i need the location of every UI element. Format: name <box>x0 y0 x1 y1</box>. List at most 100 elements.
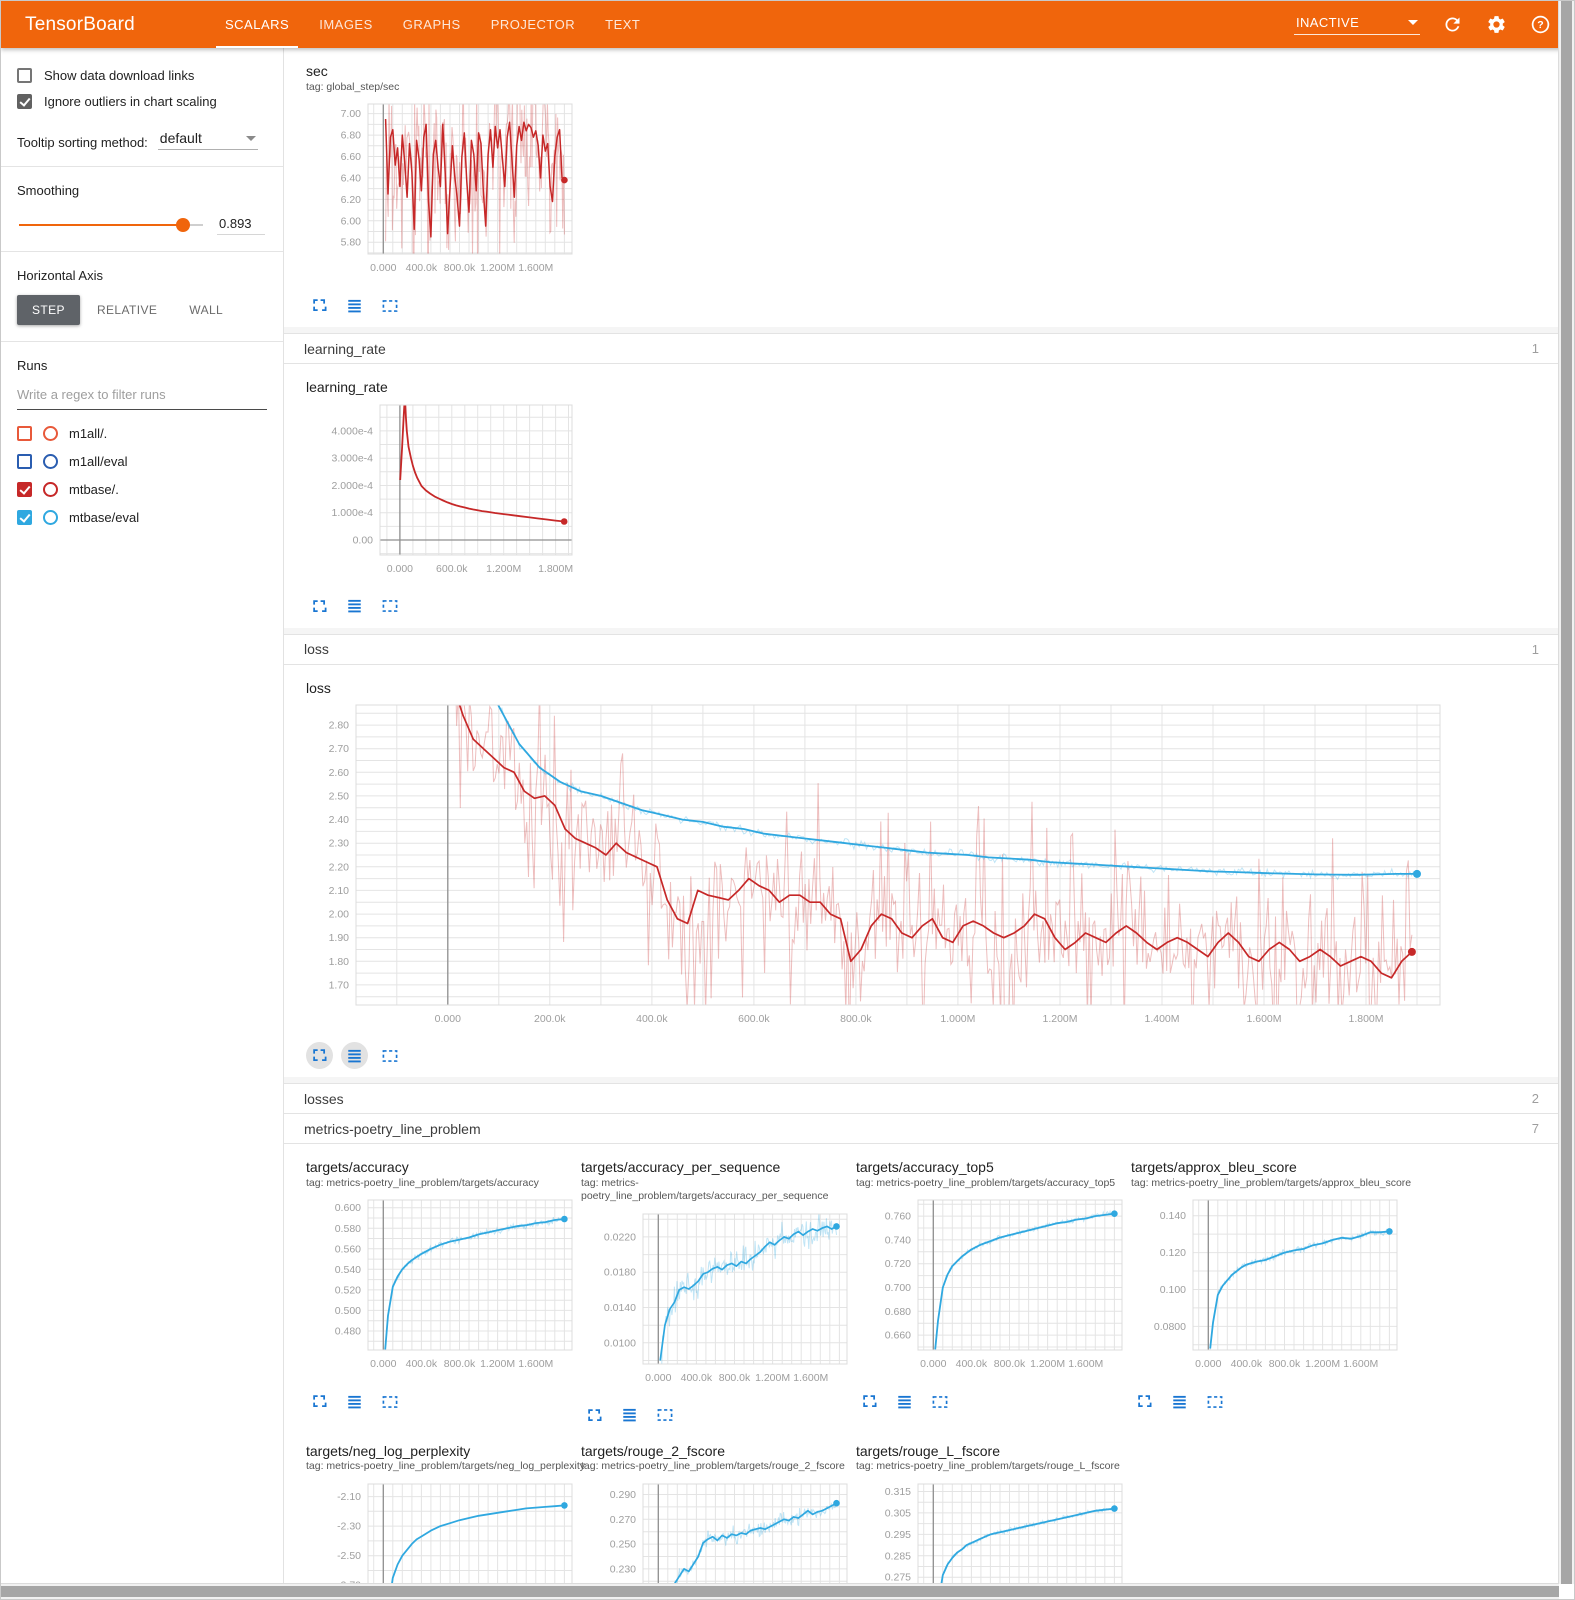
svg-text:0.0140: 0.0140 <box>604 1302 636 1314</box>
tab-images[interactable]: IMAGES <box>319 17 373 32</box>
expand-chart-button[interactable] <box>306 593 333 620</box>
check-icon <box>18 510 31 523</box>
fit-domain-button[interactable] <box>376 1388 403 1415</box>
svg-text:0.720: 0.720 <box>885 1258 911 1270</box>
fit-domain-button[interactable] <box>651 1402 678 1429</box>
gear-icon[interactable] <box>1484 13 1508 37</box>
svg-text:2.30: 2.30 <box>329 838 350 850</box>
chart-plot[interactable]: -2.90-2.70-2.50-2.30-2.100.000400.0k800.… <box>306 1476 578 1584</box>
chart-tag: tag: metrics-poetry_line_problem/targets… <box>1131 1176 1412 1189</box>
svg-text:0.000: 0.000 <box>370 1358 396 1370</box>
vertical-scrollbar[interactable] <box>1558 1 1574 1584</box>
fit-domain-button[interactable] <box>926 1388 953 1415</box>
show-download-links-checkbox[interactable] <box>17 68 32 83</box>
smoothing-slider[interactable] <box>19 217 203 232</box>
tooltip-sorting-label: Tooltip sorting method: <box>17 135 148 150</box>
toggle-y-axis-button[interactable] <box>1166 1388 1193 1415</box>
run-isolator-toggle[interactable] <box>43 454 58 469</box>
tooltip-sorting-dropdown[interactable]: default <box>157 129 258 150</box>
tab-graphs[interactable]: GRAPHS <box>402 17 461 32</box>
category-label: metrics-poetry_line_problem <box>304 1120 481 1137</box>
fit-domain-button[interactable] <box>376 1042 403 1069</box>
toggle-y-axis-button[interactable] <box>341 1042 368 1070</box>
svg-text:0.760: 0.760 <box>885 1211 911 1223</box>
svg-text:2.40: 2.40 <box>329 814 350 826</box>
svg-text:0.0180: 0.0180 <box>604 1267 636 1279</box>
expand-chart-button[interactable] <box>1131 1388 1158 1415</box>
chart-plot[interactable]: 0.1900.2100.2300.2500.2700.2900.000400.0… <box>581 1476 853 1584</box>
svg-text:0.305: 0.305 <box>885 1507 911 1519</box>
toggle-y-axis-button[interactable] <box>341 1388 368 1415</box>
toggle-y-axis-button[interactable] <box>891 1388 918 1415</box>
svg-text:400.0k: 400.0k <box>1231 1358 1263 1370</box>
horizontal-scrollbar-thumb[interactable] <box>1 1586 1559 1597</box>
category-content: sec tag: global_step/sec 5.80 6.00 6.20 6.4… <box>284 48 1559 328</box>
run-checkbox[interactable] <box>17 426 32 441</box>
chart-plot[interactable]: 1.70 1.80 1.90 2.00 2.10 2.20 2.30 2.40 2.50 2.60… <box>306 697 1486 1033</box>
svg-text:1.200M: 1.200M <box>1042 1013 1077 1025</box>
category-label: learning_rate <box>304 340 386 357</box>
chart-tag: tag: metrics-poetry_line_problem/targets… <box>581 1176 829 1203</box>
ignore-outliers-checkbox[interactable] <box>17 94 32 109</box>
svg-text:0.000: 0.000 <box>435 1013 461 1025</box>
fit-domain-button[interactable] <box>376 292 403 319</box>
svg-text:1.800M: 1.800M <box>1348 1013 1383 1025</box>
run-isolator-toggle[interactable] <box>43 510 58 525</box>
smoothing-value-input[interactable]: 0.893 <box>217 214 265 235</box>
chart-tag: tag: metrics-poetry_line_problem/targets… <box>581 1460 845 1473</box>
fit-domain-button[interactable] <box>1201 1388 1228 1415</box>
expand-chart-button[interactable] <box>306 1388 333 1415</box>
svg-text:0.0800: 0.0800 <box>1154 1321 1186 1333</box>
toggle-y-axis-button[interactable] <box>616 1402 643 1429</box>
category-header[interactable]: learning_rate 1 <box>284 333 1559 365</box>
expand-chart-button[interactable] <box>306 292 333 319</box>
tab-projector[interactable]: PROJECTOR <box>490 17 576 32</box>
fit-domain-button[interactable] <box>376 593 403 620</box>
refresh-icon[interactable] <box>1440 13 1464 37</box>
axis-step-button[interactable]: STEP <box>17 295 80 325</box>
svg-text:0.00: 0.00 <box>353 534 374 546</box>
tooltip-sorting-value: default <box>159 130 202 146</box>
svg-text:2.20: 2.20 <box>329 861 350 873</box>
tab-text[interactable]: TEXT <box>605 17 641 32</box>
runs-filter-input[interactable]: Write a regex to filter runs <box>17 385 267 410</box>
horizontal-scrollbar[interactable] <box>1 1583 1559 1599</box>
chart-plot[interactable]: 0.2550.2650.2750.2850.2950.3050.3150.000… <box>856 1476 1128 1584</box>
expand-chart-button[interactable] <box>306 1042 333 1070</box>
status-dropdown[interactable]: INACTIVE <box>1294 15 1420 35</box>
chart-plot[interactable]: 0.0800 0.100 0.120 0.140 0.000 400.0k 800.0k 1.… <box>1131 1192 1403 1379</box>
run-checkbox[interactable] <box>17 454 32 469</box>
divider <box>1 251 283 252</box>
svg-text:1.200M: 1.200M <box>480 1358 515 1370</box>
axis-relative-button[interactable]: RELATIVE <box>82 295 172 325</box>
svg-text:1.600M: 1.600M <box>1068 1358 1103 1370</box>
chart-plot[interactable]: 0.0100 0.0140 0.0180 0.0220 0.000 400.0k 800.0… <box>581 1206 853 1393</box>
category-header[interactable]: losses 2 <box>284 1083 1559 1115</box>
category-header[interactable]: metrics-poetry_line_problem 7 <box>284 1114 1559 1145</box>
smoothing-slider-thumb[interactable] <box>176 217 191 232</box>
chart-tag: tag: metrics-poetry_line_problem/targets… <box>856 1460 1120 1473</box>
svg-text:2.000e-4: 2.000e-4 <box>332 480 374 492</box>
svg-text:1.200M: 1.200M <box>755 1372 790 1384</box>
axis-wall-button[interactable]: WALL <box>174 295 238 325</box>
help-icon[interactable]: ? <box>1528 13 1552 37</box>
svg-text:0.560: 0.560 <box>335 1244 361 1256</box>
tab-scalars[interactable]: SCALARS <box>210 1 304 48</box>
category-header[interactable]: loss 1 <box>284 633 1559 665</box>
expand-chart-button[interactable] <box>581 1402 608 1429</box>
svg-text:2.50: 2.50 <box>329 791 350 803</box>
run-isolator-toggle[interactable] <box>43 482 58 497</box>
chart-plot[interactable]: 0.480 0.500 0.520 0.540 0.560 0.580 0.600 0.000… <box>306 1192 578 1379</box>
run-checkbox[interactable] <box>17 510 32 525</box>
expand-chart-button[interactable] <box>856 1388 883 1415</box>
svg-text:0.660: 0.660 <box>885 1330 911 1342</box>
toggle-y-axis-button[interactable] <box>341 593 368 620</box>
chart-plot[interactable]: 5.80 6.00 6.20 6.40 6.60 6.80 7.00 0.000 400.0k 8… <box>306 96 578 283</box>
run-checkbox[interactable] <box>17 482 32 497</box>
chart-plot[interactable]: 0.00 1.000e-4 2.000e-4 3.000e-4 4.000e-4 0.00… <box>306 397 578 584</box>
toggle-y-axis-button[interactable] <box>341 292 368 319</box>
chart-plot[interactable]: 0.660 0.680 0.700 0.720 0.740 0.760 0.000 400.0… <box>856 1192 1128 1379</box>
run-isolator-toggle[interactable] <box>43 426 58 441</box>
vertical-scrollbar-thumb[interactable] <box>1561 1 1572 1584</box>
run-row: m1all/. <box>17 426 267 441</box>
